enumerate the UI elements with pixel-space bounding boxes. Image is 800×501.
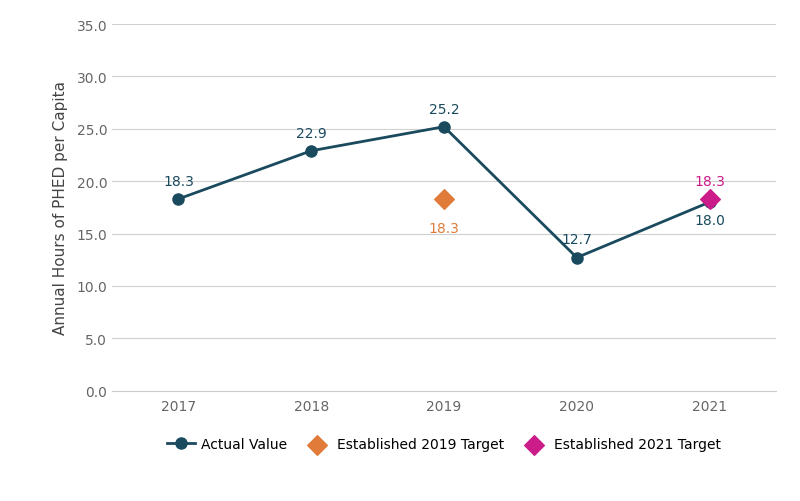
Text: 12.7: 12.7 bbox=[562, 233, 592, 247]
Text: 18.3: 18.3 bbox=[163, 174, 194, 188]
Text: 25.2: 25.2 bbox=[429, 102, 459, 116]
Text: 18.3: 18.3 bbox=[429, 222, 459, 235]
Actual Value bbox=[705, 200, 714, 206]
Actual Value bbox=[306, 148, 316, 154]
Y-axis label: Annual Hours of PHED per Capita: Annual Hours of PHED per Capita bbox=[53, 81, 68, 335]
Actual Value bbox=[174, 196, 183, 202]
Legend: Actual Value, Established 2019 Target, Established 2021 Target: Actual Value, Established 2019 Target, E… bbox=[162, 432, 726, 457]
Established 2021 Target bbox=[703, 195, 716, 203]
Actual Value bbox=[439, 124, 449, 130]
Text: 18.3: 18.3 bbox=[694, 174, 725, 188]
Established 2019 Target bbox=[438, 195, 450, 203]
Text: 18.0: 18.0 bbox=[694, 214, 725, 228]
Line: Actual Value: Actual Value bbox=[173, 122, 715, 264]
Actual Value bbox=[572, 255, 582, 261]
Text: 22.9: 22.9 bbox=[296, 126, 326, 140]
